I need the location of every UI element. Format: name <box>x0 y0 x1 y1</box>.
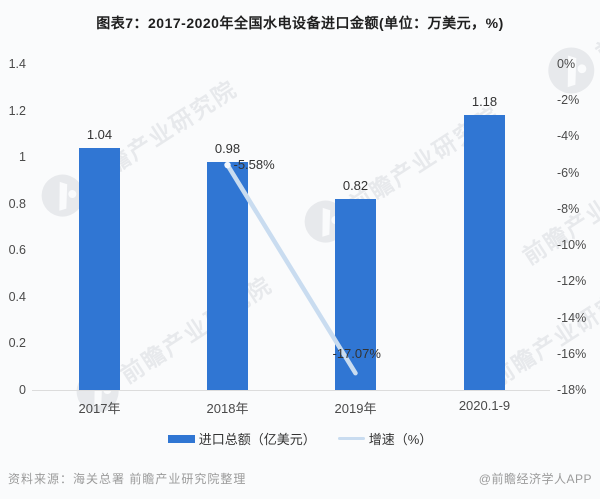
y-right-tick: -2% <box>557 93 580 108</box>
y-left-tick: 0.2 <box>8 336 26 351</box>
y-right-tick: -8% <box>557 201 580 216</box>
y-right-tick: -16% <box>557 346 587 361</box>
x-axis-line <box>32 390 550 391</box>
y-right-tick: -4% <box>557 129 580 144</box>
x-axis-label: 2019年 <box>334 401 377 416</box>
y-left-tick: 0.6 <box>8 243 26 258</box>
x-axis-label: 2017年 <box>78 401 121 416</box>
y-left-tick: 0 <box>19 383 26 397</box>
data-source-note: 资料来源：海关总署 前瞻产业研究院整理 <box>8 472 247 486</box>
growth-value-label: -5.58% <box>233 157 275 173</box>
bar-swatch-icon <box>167 434 195 443</box>
bar-2020.1-9 <box>464 115 505 390</box>
y-right-tick: 0% <box>557 57 576 71</box>
bar-2019年 <box>335 199 376 390</box>
legend-item-imports: 进口总额（亿美元） <box>167 429 316 448</box>
x-axis-label: 2018年 <box>206 401 249 416</box>
bar-2017年 <box>79 147 120 390</box>
y-right-tick: -6% <box>557 165 580 180</box>
bar-value-label: 0.98 <box>214 140 241 156</box>
chart-title: 图表7：2017-2020年全国水电设备进口金额(单位：万美元，%) <box>96 15 504 31</box>
y-right-tick: -12% <box>557 274 587 289</box>
y-left-tick: 1.4 <box>8 57 26 71</box>
y-left-tick: 0.8 <box>8 196 26 211</box>
growth-value-label: -17.07% <box>332 346 381 362</box>
publisher-handle: @前瞻经济学人APP <box>478 472 592 486</box>
bar-value-label: 1.18 <box>471 94 498 110</box>
legend: 进口总额（亿美元） 增速（%） <box>0 429 600 448</box>
y-right-tick: -10% <box>557 238 587 253</box>
y-left-tick: 0.4 <box>8 289 26 304</box>
line-swatch-icon <box>337 437 365 440</box>
legend-item-growth: 增速（%） <box>337 429 433 448</box>
y-right-tick: -14% <box>557 310 587 325</box>
legend-label-growth: 增速（%） <box>368 432 433 447</box>
legend-label-imports: 进口总额（亿美元） <box>198 432 316 447</box>
y-left-tick: 1.2 <box>8 103 26 118</box>
bar-2018年 <box>207 161 248 390</box>
y-left-tick: 1 <box>19 150 26 165</box>
y-right-tick: -18% <box>557 383 587 397</box>
x-axis-label: 2020.1-9 <box>458 398 511 413</box>
bar-value-label: 0.82 <box>342 178 369 194</box>
bar-value-label: 1.04 <box>86 126 113 142</box>
